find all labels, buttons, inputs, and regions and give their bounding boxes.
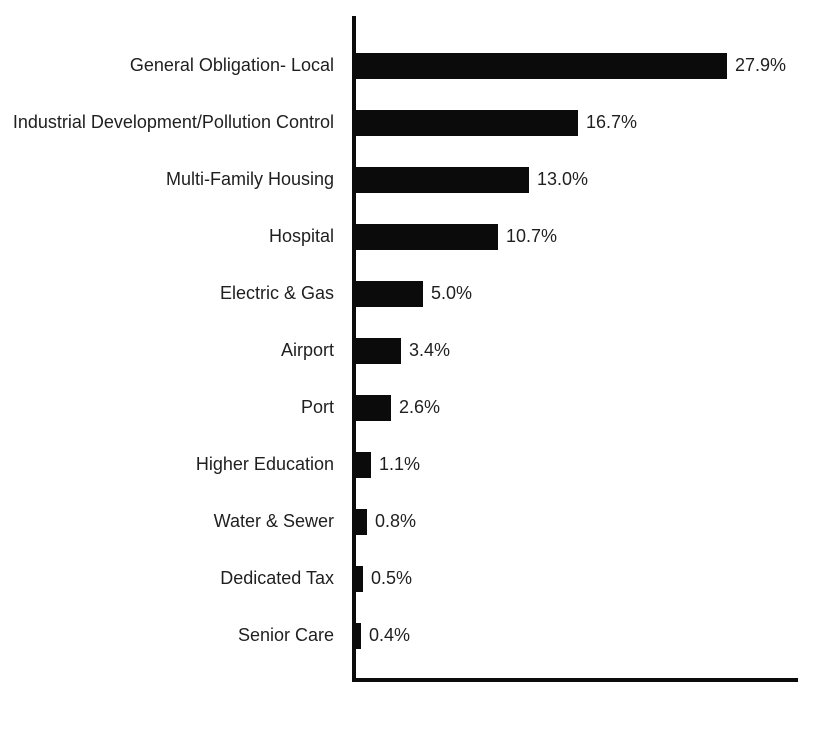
category-label: Dedicated Tax <box>220 567 334 588</box>
bar <box>356 565 363 592</box>
value-label: 0.5% <box>371 568 413 588</box>
category-label: Water & Sewer <box>213 510 334 531</box>
category-label: Airport <box>280 339 334 360</box>
value-label: 16.7% <box>586 112 638 132</box>
category-label: Senior Care <box>237 624 334 645</box>
category-label: Multi-Family Housing <box>165 168 334 189</box>
bar <box>356 337 401 364</box>
bar-area: 3.4% <box>352 337 828 364</box>
category-label: Electric & Gas <box>219 282 334 303</box>
bar <box>356 622 361 649</box>
y-axis-line <box>352 16 356 682</box>
chart-row: Higher Education 1.1% <box>0 436 828 493</box>
bar <box>356 109 578 136</box>
chart-row: Port 2.6% <box>0 379 828 436</box>
value-label: 2.6% <box>399 397 441 417</box>
category-label: General Obligation- Local <box>129 54 334 75</box>
chart-row: Water & Sewer 0.8% <box>0 493 828 550</box>
chart-row: Senior Care 0.4% <box>0 607 828 664</box>
value-label: 0.4% <box>369 625 411 645</box>
chart-row: Electric & Gas 5.0% <box>0 265 828 322</box>
bar-area: 0.4% <box>352 622 828 649</box>
bar-area: 10.7% <box>352 223 828 250</box>
x-axis-line <box>352 678 798 682</box>
value-label: 13.0% <box>537 169 589 189</box>
bar <box>356 508 367 535</box>
bar-area: 5.0% <box>352 280 828 307</box>
category-label: Hospital <box>268 225 334 246</box>
bar-area: 1.1% <box>352 451 828 478</box>
chart-row: Hospital 10.7% <box>0 208 828 265</box>
value-label: 27.9% <box>735 55 787 75</box>
value-label: 1.1% <box>379 454 421 474</box>
chart-rows: General Obligation- Local 27.9% Industrial… <box>0 37 828 664</box>
bar-area: 0.8% <box>352 508 828 535</box>
bar <box>356 223 498 250</box>
bar-area: 13.0% <box>352 166 828 193</box>
value-label: 10.7% <box>506 226 558 246</box>
bar-area: 27.9% <box>352 52 828 79</box>
value-label: 3.4% <box>409 340 451 360</box>
bar-area: 2.6% <box>352 394 828 421</box>
chart-row: Dedicated Tax 0.5% <box>0 550 828 607</box>
bar <box>356 280 423 307</box>
bar <box>356 451 371 478</box>
value-label: 5.0% <box>431 283 473 303</box>
chart-row: Airport 3.4% <box>0 322 828 379</box>
category-label: Industrial Development/Pollution Control <box>12 111 334 132</box>
chart-row: Industrial Development/Pollution Control… <box>0 94 828 151</box>
bar-area: 0.5% <box>352 565 828 592</box>
value-label: 0.8% <box>375 511 417 531</box>
bar <box>356 52 727 79</box>
category-label: Port <box>300 396 334 417</box>
category-label: Higher Education <box>195 453 334 474</box>
bar <box>356 166 529 193</box>
bar-area: 16.7% <box>352 109 828 136</box>
chart-row: Multi-Family Housing 13.0% <box>0 151 828 208</box>
bar <box>356 394 391 421</box>
chart-row: General Obligation- Local 27.9% <box>0 37 828 94</box>
